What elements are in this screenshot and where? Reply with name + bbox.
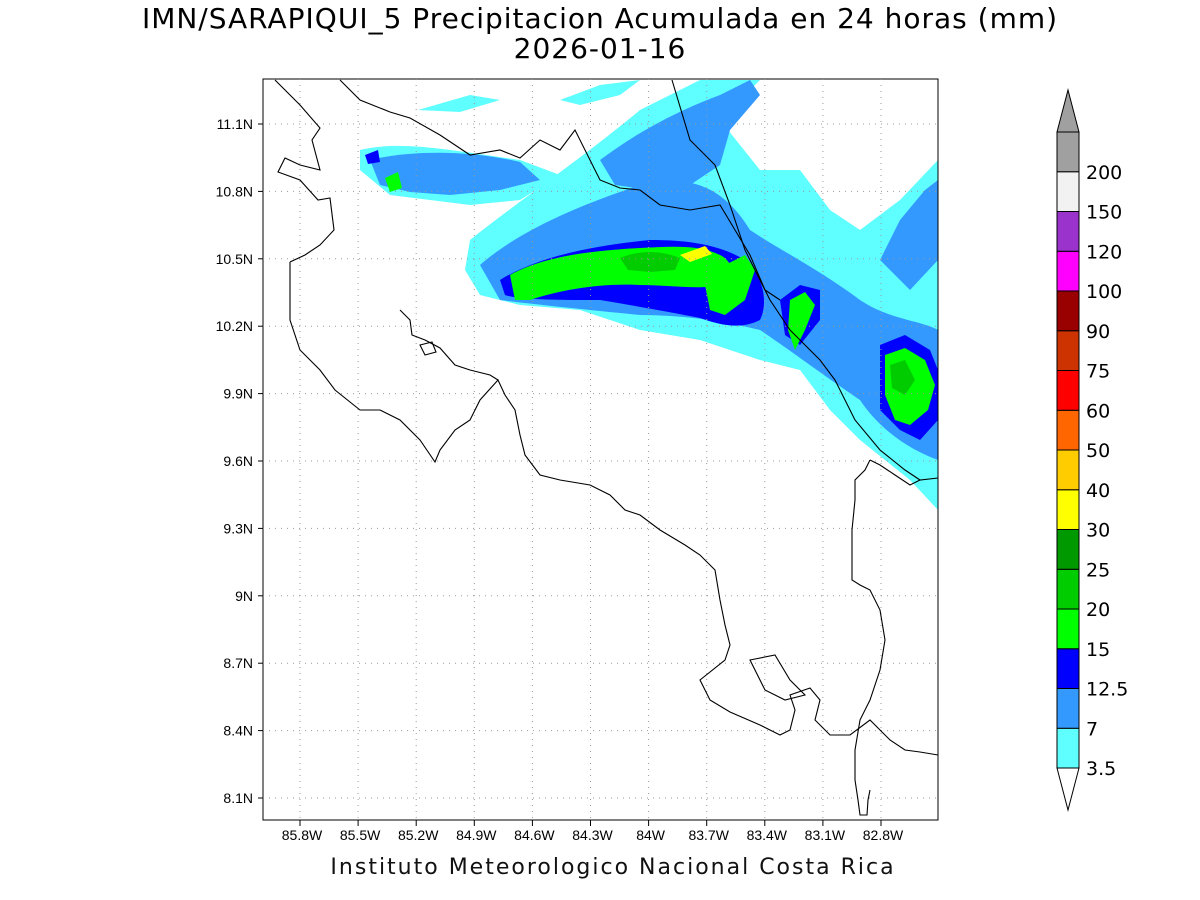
precip-band-15 [385,172,402,192]
precip-band-7 [370,152,540,195]
lat-label: 8.7N [223,655,253,671]
lat-label: 10.8N [216,183,253,199]
coast-line [749,654,807,701]
colorbar-swatch [1056,608,1080,650]
colorbar-label: 200 [1086,162,1122,184]
colorbar-swatch [1056,290,1080,332]
precip-band-12-5 [365,150,380,164]
coastlines [274,79,939,816]
colorbar-swatch [1056,211,1080,252]
precip-band-7 [880,180,938,290]
colorbar-swatch [1056,409,1080,451]
lon-label: 85.2W [398,827,439,843]
institution-credit: Instituto Meteorologico Nacional Costa R… [330,855,896,880]
lon-label: 84.9W [456,827,497,843]
precip-band-15 [705,255,755,315]
lat-label: 9.6N [223,453,253,469]
colorbar-swatch [1056,489,1080,530]
colorbar-swatch [1056,370,1080,411]
colorbar-max-arrow [1056,88,1080,133]
lon-label: 85.8W [282,827,323,843]
lon-label: 84.3W [572,827,613,843]
colorbar-label: 12.5 [1086,679,1128,701]
coast-line [289,262,939,756]
lat-label: 11.1N [217,116,253,132]
colorbar-swatch [1056,449,1080,491]
precip-band-20 [890,360,915,395]
plot-frame [262,78,939,821]
colorbar-swatch [1056,727,1080,769]
precip-band-3-5 [560,80,640,105]
lat-label: 9.3N [223,520,253,536]
colorbar-swatch [1056,131,1080,173]
colorbar: 3.5 7 12.5 15 20 25 30 40 50 60 75 90 100 120 150 200 [1056,88,1128,812]
coast-line [399,309,499,381]
colorbar-label: 40 [1086,480,1110,502]
lon-label: 84.6W [514,827,555,843]
lon-label: 85.5W [340,827,381,843]
coast-line [671,79,939,481]
precipitation-field [360,80,938,510]
colorbar-label: 120 [1086,241,1122,263]
colorbar-label: 3.5 [1086,758,1116,780]
colorbar-swatch [1056,330,1080,371]
lat-label: 9.9N [223,386,253,402]
precip-band-20 [620,252,680,272]
colorbar-label: 25 [1086,559,1110,581]
colorbar-swatch [1056,529,1080,570]
border-line [274,79,335,263]
colorbar-swatch [1056,648,1080,689]
lon-label: 83.7W [688,827,729,843]
colorbar-min-arrow [1056,767,1080,812]
lon-label: 83.4W [747,827,788,843]
colorbar-label: 15 [1086,639,1110,661]
coast-line [419,341,437,356]
colorbar-label: 30 [1086,520,1110,542]
grid: 11.1N 10.8N 10.5N 10.2N 9.9N 9.6N 9.3N 9N 8.7N 8.… [216,79,938,843]
lon-label: 83.1W [805,827,846,843]
border-line [869,459,921,486]
lat-label: 10.5N [216,251,253,267]
lat-label: 10.2N [216,318,253,334]
lon-label: 84W [636,827,666,843]
map-date: 2026-01-16 [513,32,687,65]
colorbar-label: 90 [1086,321,1110,343]
border-line [851,459,886,816]
colorbar-label: 60 [1086,400,1110,422]
colorbar-label: 7 [1086,718,1098,740]
colorbar-label: 50 [1086,440,1110,462]
colorbar-swatch [1056,688,1080,729]
precip-band-30 [680,246,712,262]
precip-band-3-5 [780,215,830,250]
colorbar-label: 75 [1086,361,1110,383]
colorbar-swatch [1056,568,1080,610]
lat-label: 8.1N [223,790,253,806]
map-title: IMN/SARAPIQUI_5 Precipitacion Acumulada … [141,2,1059,35]
colorbar-swatch [1056,250,1080,292]
precip-band-3-5 [418,95,500,112]
colorbar-label: 150 [1086,202,1122,224]
border-line [339,79,781,301]
precip-band-7 [600,80,760,190]
lat-label: 9N [235,588,253,604]
colorbar-label: 20 [1086,599,1110,621]
colorbar-swatch [1056,171,1080,212]
colorbar-label: 100 [1086,281,1122,303]
lon-label: 82.8W [863,827,904,843]
lat-label: 8.4N [223,723,253,739]
